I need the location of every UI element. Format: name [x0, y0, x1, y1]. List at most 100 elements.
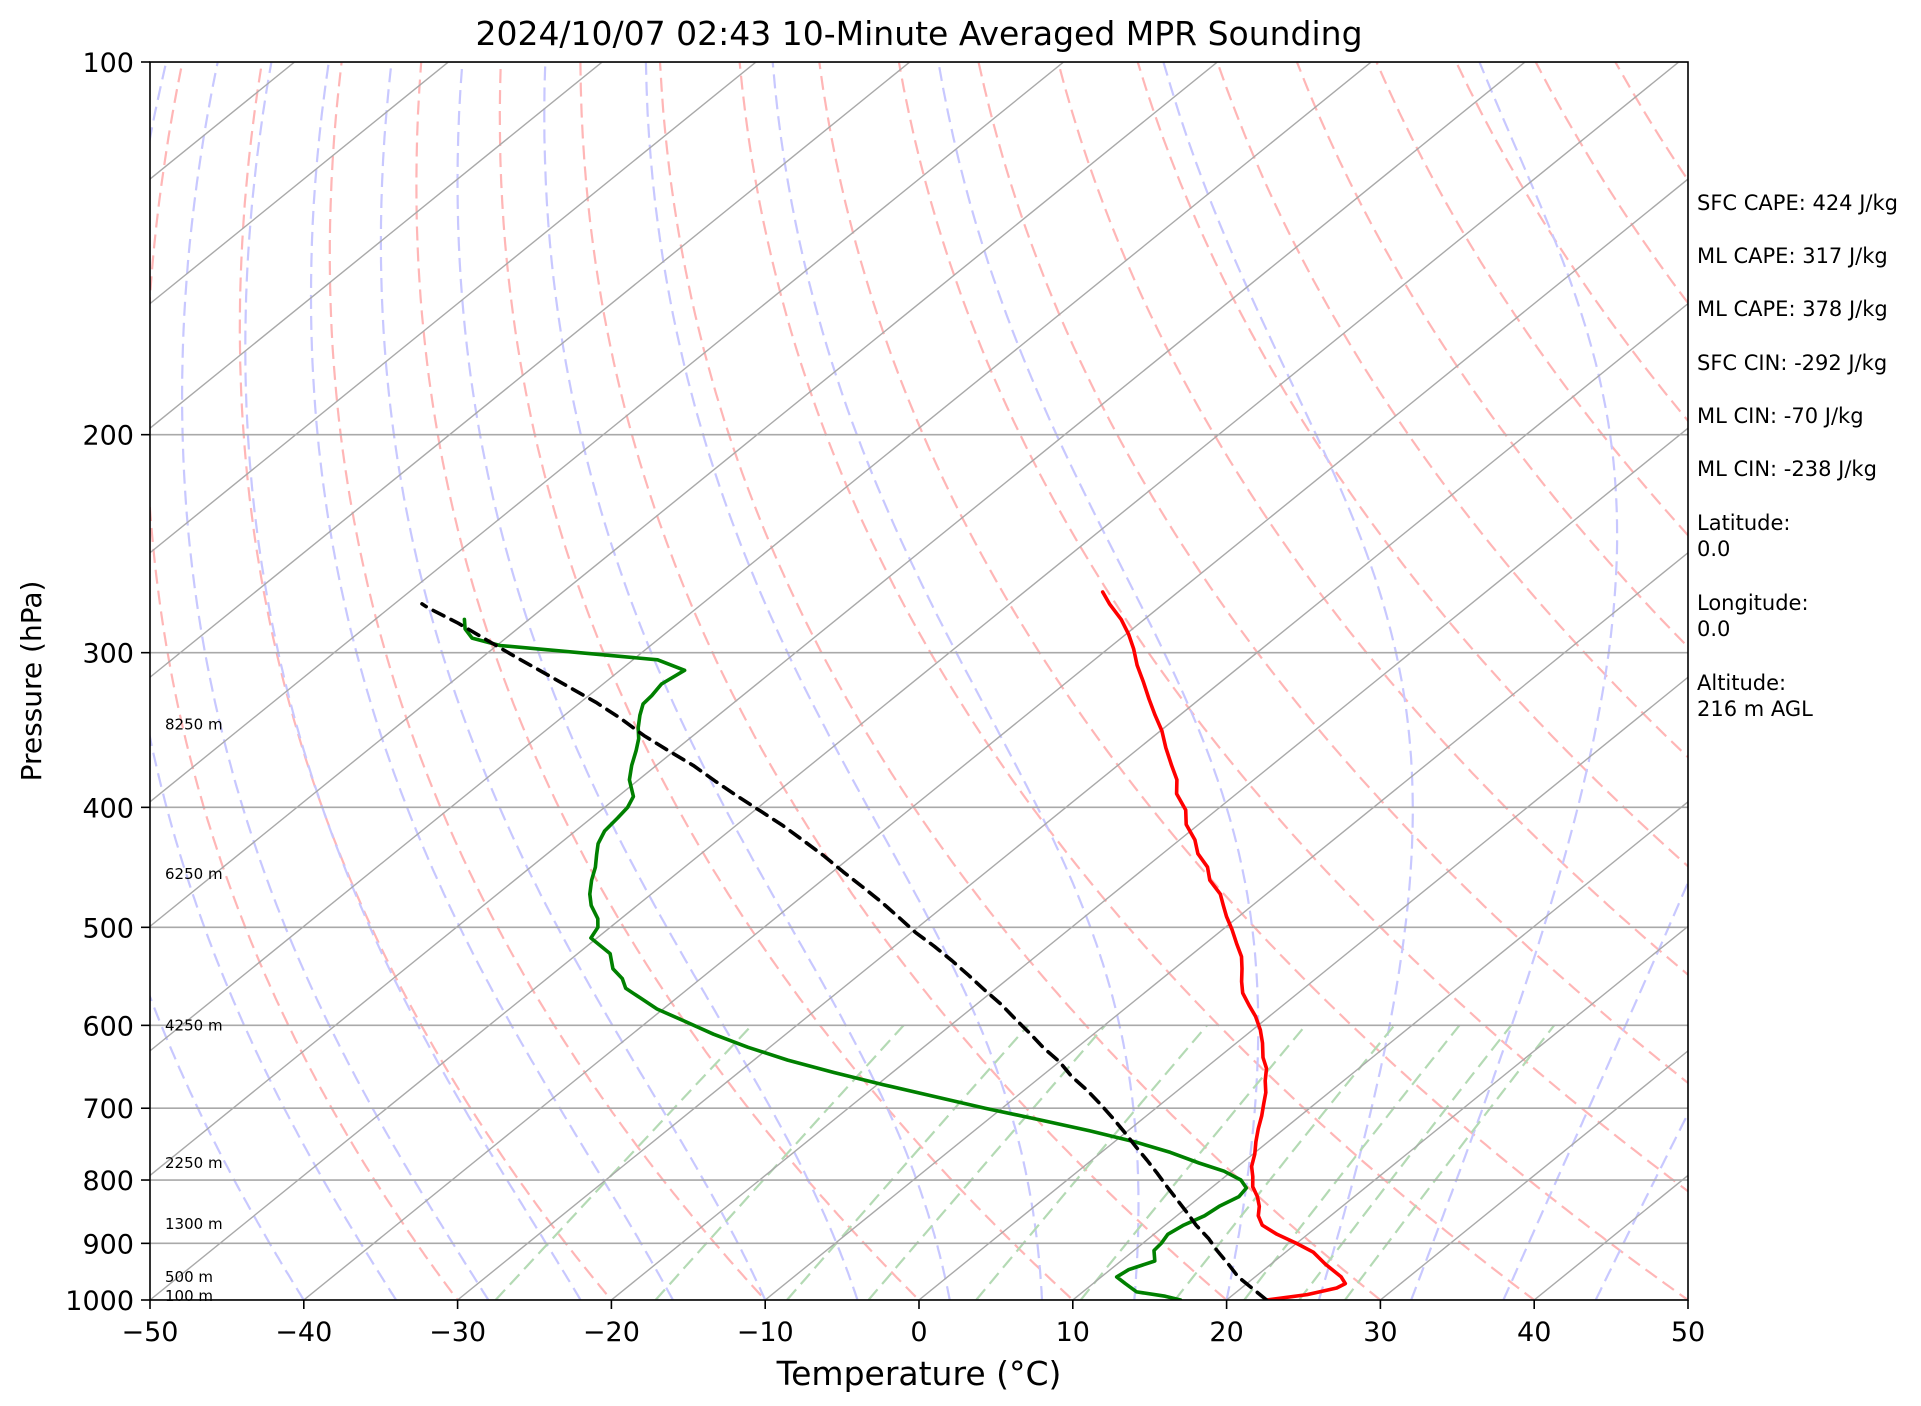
- isotherm-line: [150, 62, 1065, 803]
- height-label: 1300 m: [165, 1215, 223, 1233]
- y-tick-label: 400: [82, 793, 134, 824]
- isotherm-line: [150, 62, 1680, 1300]
- altitude-value: 216 m AGL: [1697, 697, 1813, 721]
- dry-adiabat-line: [1914, 34, 1921, 1326]
- mixing-ratio-line: [494, 1024, 753, 1300]
- x-axis-label: Temperature (°C): [776, 1354, 1062, 1393]
- isotherm-line: [150, 62, 296, 180]
- height-label: 2250 m: [165, 1154, 223, 1172]
- x-tick-label: 40: [1517, 1317, 1551, 1348]
- moist-adiabat-line: [1502, 879, 1688, 1300]
- x-axis-ticks: −50 −40 −30 −20 −10 0 10 20 30 40 50: [122, 1300, 1705, 1348]
- dry-adiabat-line: [238, 62, 613, 1300]
- sfc-cape-text: SFC CAPE: 424 J/kg: [1697, 191, 1898, 215]
- x-tick-label: −50: [122, 1317, 179, 1348]
- isotherm-line: [150, 62, 450, 305]
- x-tick-label: −40: [275, 1317, 332, 1348]
- dry-adiabat-line: [1836, 34, 1921, 1326]
- y-axis-label: Pressure (hPa): [15, 581, 48, 782]
- dry-adiabat-line: [818, 62, 1688, 1300]
- isotherm-line: [610, 427, 1688, 1300]
- moist-adiabat-line: [244, 62, 582, 1300]
- moist-adiabat-line: [181, 62, 490, 1300]
- isotherm-line: [150, 62, 1373, 1052]
- longitude-value: 0.0: [1697, 617, 1730, 641]
- dry-adiabat-line: [897, 62, 1688, 1193]
- isotherm-line: [1379, 1050, 1688, 1300]
- dry-adiabat-line: [1454, 62, 1688, 423]
- x-tick-label: −10: [737, 1317, 794, 1348]
- isotherm-line: [150, 62, 1219, 928]
- isotherm-line: [1225, 925, 1688, 1300]
- mixing-ratio-line: [867, 1024, 1107, 1300]
- mixing-ratio-line: [654, 1024, 905, 1300]
- dry-adiabat-line: [328, 62, 767, 1300]
- dry-adiabat-line: [415, 62, 921, 1300]
- height-label: 4250 m: [165, 1016, 223, 1034]
- moist-adiabat-line: [309, 62, 674, 1300]
- y-tick-label: 200: [82, 421, 134, 452]
- mixing-ratio-line: [786, 1024, 1029, 1300]
- y-tick-label: 700: [82, 1094, 134, 1125]
- height-label: 6250 m: [165, 865, 223, 883]
- mixing-ratio-line: [975, 1024, 1208, 1300]
- dry-adiabat-line: [1295, 62, 1688, 649]
- dry-adiabat-line: [579, 62, 1229, 1300]
- dry-adiabat-line: [1056, 62, 1688, 977]
- x-tick-label: 0: [910, 1317, 927, 1348]
- dry-adiabat-line: [1375, 62, 1688, 537]
- temperature-line: [1100, 590, 1348, 1300]
- x-tick-label: 50: [1671, 1317, 1705, 1348]
- latitude-label: Latitude:: [1697, 511, 1791, 535]
- dry-adiabat-line: [498, 62, 1075, 1300]
- moist-adiabat-line: [937, 62, 1260, 1300]
- dry-adiabat-line: [738, 62, 1537, 1300]
- isotherm-line: [302, 178, 1688, 1300]
- y-tick-label: 900: [82, 1229, 134, 1260]
- parcel-line: [420, 602, 1269, 1300]
- ml-cape-text: ML CAPE: 317 J/kg: [1697, 244, 1888, 268]
- y-tick-label: 1000: [65, 1286, 134, 1317]
- dewpoint-line: [462, 617, 1249, 1300]
- isotherm-line: [150, 62, 1527, 1177]
- x-tick-label: 20: [1209, 1317, 1243, 1348]
- moist-adiabat-line: [771, 62, 1140, 1300]
- isotherm-line: [456, 302, 1688, 1300]
- longitude-label: Longitude:: [1697, 591, 1809, 615]
- y-tick-label: 300: [82, 639, 134, 670]
- ml-cin-text: ML CIN: -70 J/kg: [1697, 404, 1864, 428]
- moist-adiabat-line: [1594, 1111, 1688, 1300]
- y-tick-label: 100: [82, 48, 134, 79]
- height-label: 100 m: [165, 1287, 213, 1305]
- pressure-gridlines: [150, 62, 1688, 1300]
- moist-adiabat-line: [543, 62, 951, 1300]
- isotherm-line: [1686, 1299, 1688, 1300]
- dry-adiabat-line: [1136, 62, 1688, 868]
- dry-adiabat-line: [977, 62, 1688, 1085]
- moist-adiabat-line: [456, 62, 859, 1300]
- sfc-cin-text: SFC CIN: -292 J/kg: [1697, 351, 1887, 375]
- dry-adiabat-line: [150, 62, 459, 1300]
- isotherm-line: [917, 676, 1688, 1300]
- ml-cin-text-2: ML CIN: -238 J/kg: [1697, 457, 1877, 481]
- x-tick-label: 30: [1363, 1317, 1397, 1348]
- isotherm-line: [1809, 34, 1921, 1326]
- ml-cape-text-2: ML CAPE: 378 J/kg: [1697, 297, 1888, 321]
- altitude-label: Altitude:: [1697, 671, 1786, 695]
- latitude-value: 0.0: [1697, 537, 1730, 561]
- isotherm-line: [1071, 800, 1688, 1300]
- info-panel: SFC CAPE: 424 J/kg ML CAPE: 317 J/kg ML …: [1697, 191, 1898, 721]
- height-label: 8250 m: [165, 716, 223, 734]
- x-tick-label: −30: [429, 1317, 486, 1348]
- y-tick-label: 500: [82, 913, 134, 944]
- chart-title: 2024/10/07 02:43 10-Minute Averaged MPR …: [475, 14, 1362, 53]
- x-tick-label: 10: [1056, 1317, 1090, 1348]
- isotherm-line: [150, 62, 911, 679]
- y-tick-label: 600: [82, 1011, 134, 1042]
- moist-adiabat-line: [1410, 62, 1619, 1300]
- moist-adiabat-line: [150, 62, 398, 1300]
- background-reference-lines: [150, 34, 1921, 1326]
- isotherm-line: [150, 62, 758, 554]
